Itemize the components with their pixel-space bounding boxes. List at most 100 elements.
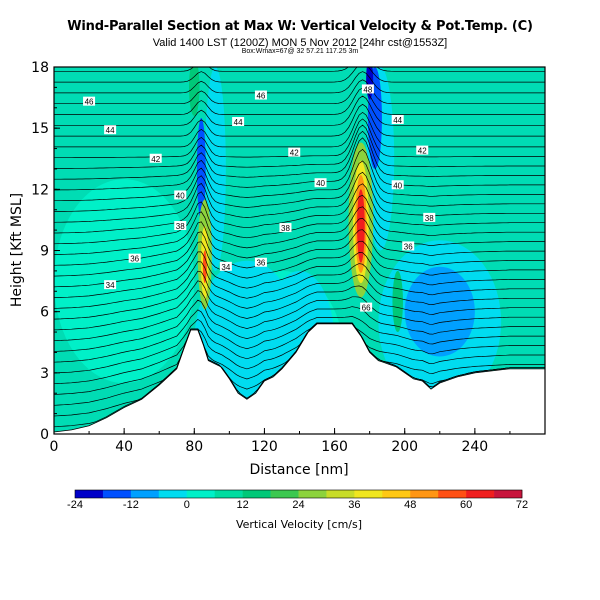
theta-label: 40 [176, 191, 185, 200]
theta-contour-line [54, 124, 545, 169]
chart-subtitle: Valid 1400 LST (1200Z) MON 5 Nov 2012 [2… [152, 37, 448, 49]
terrain [54, 323, 545, 434]
colorbar-segment [186, 490, 215, 498]
theta-contours [54, 67, 545, 428]
x-tick-label: 80 [185, 439, 203, 455]
theta-contour-line [54, 95, 545, 126]
theta-label-box [128, 253, 141, 263]
theta-contour-line [54, 183, 545, 234]
colorbar-tick-label: 60 [460, 499, 472, 511]
theta-label: 40 [316, 179, 325, 188]
theta-label: 46 [85, 98, 94, 107]
theta-label-box [423, 212, 436, 222]
theta-label-box [279, 223, 292, 233]
colorbar-segment [242, 490, 271, 498]
theta-contour-line [54, 67, 545, 72]
theta-contour-line [54, 261, 545, 309]
theta-contour-line [54, 71, 545, 94]
updraft-left-core [202, 250, 207, 284]
theta-label-box [254, 257, 267, 267]
downdraft-upper-left-core [196, 117, 206, 220]
theta-contour-line [54, 229, 545, 277]
theta-label: 66 [362, 304, 371, 313]
plot-area: 46 44 42 40 38 36 34 46 44 42 40 38 36 34 48 44 42 40 38 36… [54, 67, 545, 434]
x-axis-label: Distance [nm] [249, 462, 348, 478]
theta-label: 36 [256, 259, 265, 268]
theta-contour-line [54, 280, 545, 331]
y-tick-label: 15 [31, 121, 49, 137]
x-tick-label: 160 [321, 439, 348, 455]
theta-label: 38 [425, 214, 434, 223]
theta-label: 40 [393, 181, 402, 190]
theta-label-box [254, 90, 267, 100]
theta-label-box [391, 180, 404, 190]
theta-label-box [104, 280, 117, 290]
theta-label-box [232, 117, 245, 127]
theta-label: 42 [418, 147, 427, 156]
colorbar-segment [494, 490, 523, 498]
colorbar-segment [382, 490, 411, 498]
colorbar-segment [214, 490, 243, 498]
theta-contour-line [54, 251, 545, 298]
y-tick-label: 0 [40, 427, 49, 443]
x-tick-label: 0 [50, 439, 59, 455]
theta-label: 38 [176, 222, 185, 231]
theta-label: 44 [234, 118, 243, 127]
colorbar-tick-label: 72 [516, 499, 528, 511]
y-tick-label: 3 [40, 366, 49, 382]
theta-contour-line [54, 171, 545, 223]
colorbar-segment [354, 490, 383, 498]
theta-label-box [219, 261, 232, 271]
theta-contour-line [54, 322, 545, 395]
y-axis-label: Height [Kft MSL] [9, 193, 25, 307]
y-tick-label: 18 [31, 60, 49, 76]
theta-label-box [149, 153, 162, 163]
colorbar-segment [270, 490, 299, 498]
y-axis: 0 3 6 9 12 15 18 [31, 60, 60, 443]
colorbar-tick-label: -24 [67, 499, 83, 511]
theta-label-box [288, 147, 301, 157]
theta-label-box [174, 190, 187, 200]
colorbar-tick-label: 0 [184, 499, 190, 511]
x-tick-label: 120 [251, 439, 278, 455]
downdraft-right-core [404, 266, 475, 357]
updraft-right-core [357, 189, 365, 263]
colorbar-tick-label: 48 [404, 499, 416, 511]
theta-contour-line [54, 160, 545, 212]
theta-label-box [314, 178, 327, 188]
theta-label: 38 [281, 224, 290, 233]
y-tick-label: 9 [40, 244, 49, 260]
theta-label: 48 [363, 85, 372, 94]
theta-label-box [174, 221, 187, 231]
theta-label-box [360, 302, 373, 312]
x-tick-label: 240 [461, 439, 488, 455]
theta-label-box [104, 125, 117, 135]
theta-contour-line [54, 67, 545, 83]
theta-label: 34 [106, 281, 115, 290]
theta-label-box [361, 84, 374, 94]
theta-label: 46 [256, 92, 265, 101]
colorbar-segment [466, 490, 495, 498]
colorbar-tick-label: 36 [348, 499, 360, 511]
colorbar-segment [158, 490, 188, 498]
theta-contour-line [54, 299, 545, 352]
x-axis: 0 40 80 120 160 200 240 [50, 428, 546, 455]
theta-label: 42 [290, 149, 299, 158]
theta-contour-line [54, 130, 545, 180]
colorbar-label: Vertical Velocity [cm/s] [236, 518, 362, 531]
theta-contour-line [54, 322, 545, 385]
colorbar: -24 -12 0 12 24 36 48 60 72 [67, 489, 528, 511]
theta-contour-line [54, 148, 545, 202]
theta-label-box [402, 241, 415, 251]
theta-contour-line [54, 79, 545, 105]
y-tick-label: 6 [40, 305, 49, 321]
theta-label-box [391, 115, 404, 125]
colorbar-segment [438, 490, 467, 498]
updraft-right-low [392, 270, 403, 333]
theta-label: 42 [151, 155, 160, 164]
theta-label-box [416, 145, 429, 155]
colorbar-tick-label: 12 [237, 499, 249, 511]
theta-label: 44 [106, 126, 115, 135]
theta-labels: 46 44 42 40 38 36 34 46 44 42 40 38 36 34 48 44 42 40 38 36… [83, 84, 436, 313]
